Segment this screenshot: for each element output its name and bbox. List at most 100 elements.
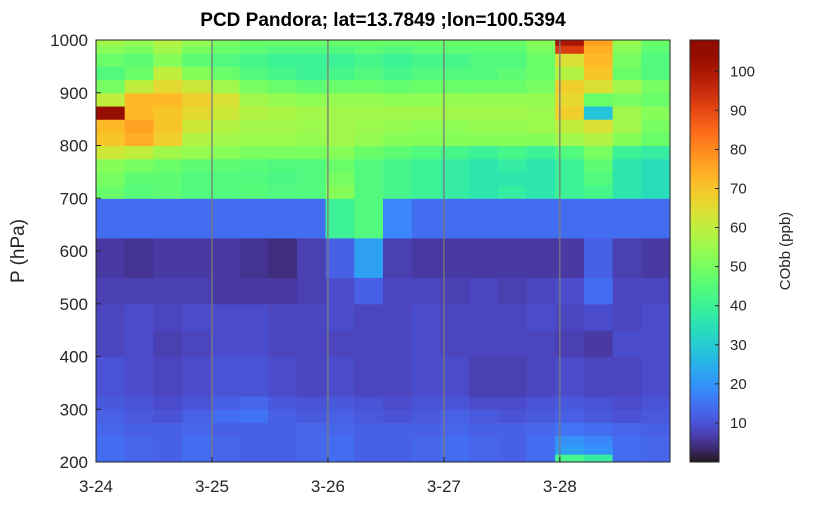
heatmap-cell bbox=[354, 435, 384, 447]
heatmap-cell bbox=[583, 45, 614, 54]
heatmap-cell bbox=[296, 435, 327, 447]
heatmap-cell bbox=[182, 79, 212, 94]
heatmap-cell bbox=[96, 105, 126, 120]
heatmap-cell bbox=[124, 145, 154, 160]
heatmap-cell bbox=[268, 45, 298, 54]
heatmap-cell bbox=[239, 454, 269, 462]
heatmap-cell bbox=[612, 132, 642, 147]
heatmap-cell bbox=[411, 171, 441, 186]
heatmap-cell bbox=[182, 92, 212, 107]
heatmap-cell bbox=[583, 277, 614, 305]
heatmap-cell bbox=[325, 92, 355, 107]
heatmap-cell bbox=[555, 132, 585, 147]
heatmap-cell bbox=[239, 422, 269, 437]
heatmap-cell bbox=[526, 330, 556, 358]
heatmap-cell bbox=[383, 303, 413, 331]
heatmap-cell bbox=[182, 185, 212, 199]
y-tick-label: 900 bbox=[60, 84, 88, 103]
heatmap-cell bbox=[440, 145, 470, 160]
heatmap-cell bbox=[96, 369, 126, 384]
heatmap-cell bbox=[469, 422, 499, 437]
heatmap-cell bbox=[641, 422, 670, 437]
heatmap-cell bbox=[153, 435, 183, 447]
heatmap-cell bbox=[411, 185, 441, 199]
heatmap-cell bbox=[268, 171, 298, 186]
heatmap-cell bbox=[641, 40, 670, 46]
heatmap-cell bbox=[440, 369, 470, 384]
heatmap-cell bbox=[469, 303, 499, 331]
heatmap-cell bbox=[296, 369, 327, 384]
y-tick-label: 1000 bbox=[50, 31, 88, 50]
heatmap-cell bbox=[440, 92, 470, 107]
heatmap-cell bbox=[411, 40, 441, 46]
heatmap-cell bbox=[354, 409, 384, 424]
heatmap-cell bbox=[555, 422, 585, 437]
heatmap-cell bbox=[182, 45, 212, 54]
heatmap-cell bbox=[268, 356, 298, 371]
heatmap-cell bbox=[612, 158, 642, 173]
heatmap-cell bbox=[612, 92, 642, 107]
heatmap-cell bbox=[526, 435, 556, 447]
y-tick-label: 500 bbox=[60, 295, 88, 314]
heatmap-cell bbox=[555, 105, 585, 120]
heatmap-cell bbox=[583, 66, 614, 81]
heatmap-cell bbox=[526, 66, 556, 81]
heatmap-cell bbox=[268, 237, 298, 278]
heatmap-cell bbox=[469, 185, 499, 199]
heatmap-cell bbox=[96, 303, 126, 331]
heatmap-cell bbox=[268, 330, 298, 358]
heatmap-cell bbox=[612, 185, 642, 199]
heatmap-cell bbox=[583, 53, 614, 67]
heatmap-cell bbox=[296, 198, 327, 239]
heatmap-cell bbox=[583, 185, 614, 199]
heatmap-cell bbox=[325, 382, 355, 397]
heatmap-cell bbox=[583, 409, 614, 424]
heatmap-cell bbox=[641, 66, 670, 81]
heatmap-cell bbox=[641, 105, 670, 120]
heatmap-cell bbox=[296, 330, 327, 358]
heatmap-cell bbox=[555, 185, 585, 199]
heatmap-cell bbox=[296, 356, 327, 371]
heatmap-cell bbox=[182, 132, 212, 147]
heatmap-cell bbox=[96, 237, 126, 278]
heatmap-cell bbox=[296, 446, 327, 455]
colorbar-tick-label: 90 bbox=[730, 102, 747, 119]
heatmap-cell bbox=[124, 105, 154, 120]
heatmap-cell bbox=[325, 396, 355, 410]
y-tick-label: 400 bbox=[60, 348, 88, 367]
y-tick-label: 300 bbox=[60, 400, 88, 419]
heatmap-cell bbox=[124, 92, 154, 107]
heatmap-cell bbox=[383, 145, 413, 160]
heatmap-cell bbox=[641, 53, 670, 67]
heatmap-cell bbox=[411, 422, 441, 437]
heatmap-cell bbox=[583, 330, 614, 358]
heatmap-cell bbox=[239, 132, 269, 147]
heatmap-cell bbox=[210, 409, 241, 424]
heatmap-cell bbox=[383, 132, 413, 147]
heatmap-cell bbox=[497, 145, 528, 160]
heatmap-cell bbox=[612, 303, 642, 331]
heatmap-cell bbox=[325, 171, 355, 186]
heatmap-cell bbox=[555, 79, 585, 94]
heatmap-cell bbox=[96, 132, 126, 147]
heatmap-cell bbox=[325, 198, 355, 239]
heatmap-cell bbox=[96, 435, 126, 447]
colorbar-tick-label: 10 bbox=[730, 415, 747, 432]
heatmap-cell bbox=[411, 105, 441, 120]
heatmap-cell bbox=[497, 369, 528, 384]
heatmap-cell bbox=[354, 356, 384, 371]
heatmap-cell bbox=[239, 145, 269, 160]
heatmap-cell bbox=[497, 53, 528, 67]
heatmap-cell bbox=[641, 369, 670, 384]
heatmap-cell bbox=[497, 79, 528, 94]
heatmap-cell bbox=[210, 396, 241, 410]
heatmap-cell bbox=[153, 382, 183, 397]
heatmap-cell bbox=[555, 53, 585, 67]
heatmap-cell bbox=[153, 79, 183, 94]
heatmap-cell bbox=[612, 53, 642, 67]
heatmap-cell bbox=[354, 369, 384, 384]
heatmap-cell bbox=[182, 40, 212, 46]
heatmap-cell bbox=[411, 277, 441, 305]
heatmap-cell bbox=[469, 198, 499, 239]
